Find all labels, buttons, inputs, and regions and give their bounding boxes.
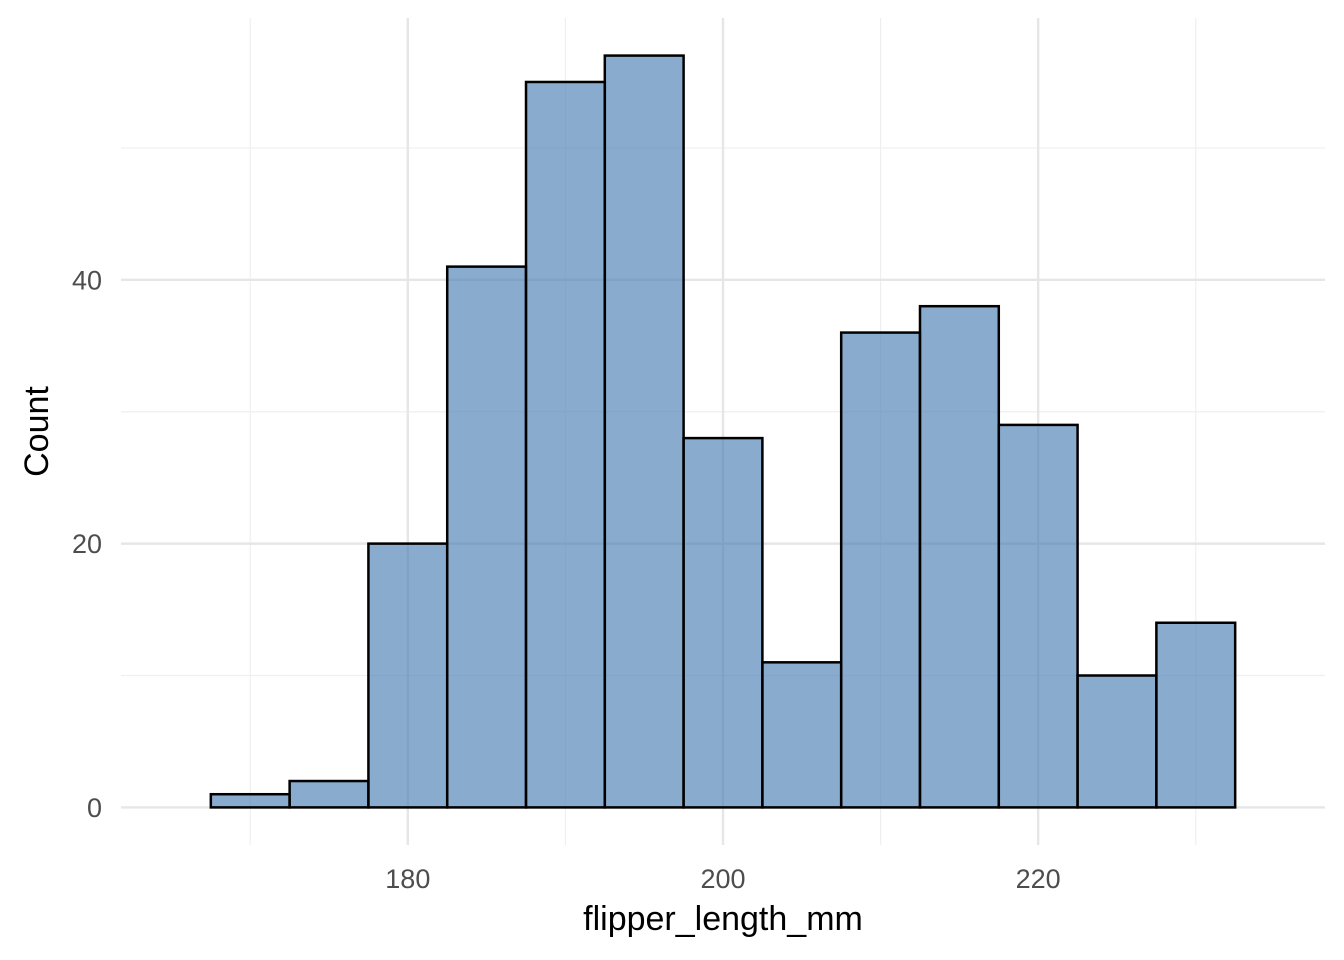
y-axis-title: Count <box>18 386 56 477</box>
histogram-bar <box>1155 621 1237 809</box>
histogram-bar <box>288 779 370 809</box>
histogram-bar <box>761 661 843 809</box>
tick-labels: 180 200 220 0 20 40 <box>72 265 1061 894</box>
x-tick-label: 180 <box>385 864 430 894</box>
x-axis-title: flipper_length_mm <box>583 900 863 938</box>
histogram-bar <box>603 54 685 809</box>
histogram-bars <box>209 54 1237 809</box>
histogram-bar <box>918 304 1001 809</box>
histogram-bar <box>367 542 449 809</box>
y-tick-label: 20 <box>72 529 102 559</box>
x-tick-label: 200 <box>700 864 745 894</box>
histogram-bar <box>445 265 528 809</box>
y-tick-label: 40 <box>72 265 102 295</box>
y-tick-label: 0 <box>87 793 102 823</box>
histogram-bar <box>997 423 1079 809</box>
histogram-bar <box>524 80 607 809</box>
histogram-bar <box>1076 674 1158 809</box>
histogram-bar <box>209 792 291 809</box>
histogram-bar <box>682 436 764 809</box>
histogram-bar <box>839 331 922 809</box>
x-tick-label: 220 <box>1016 864 1061 894</box>
